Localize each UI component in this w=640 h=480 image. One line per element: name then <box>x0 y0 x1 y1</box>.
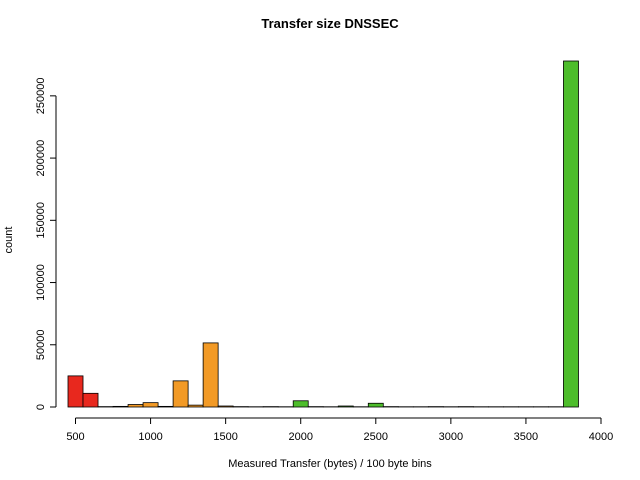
y-tick-label: 200000 <box>35 140 47 177</box>
bar <box>367 402 384 408</box>
bar <box>67 375 84 408</box>
x-axis-label: Measured Transfer (bytes) / 100 byte bin… <box>228 458 432 470</box>
x-tick-label: 500 <box>66 431 84 443</box>
bar <box>142 402 159 408</box>
bar <box>82 392 99 408</box>
bar <box>292 400 309 408</box>
y-tick-label: 50000 <box>35 329 47 360</box>
y-tick-label: 100000 <box>35 264 47 301</box>
bar <box>217 405 234 408</box>
y-axis-label: count <box>3 227 15 254</box>
bar <box>202 342 219 408</box>
bar <box>172 380 189 408</box>
y-tick-label: 0 <box>35 404 47 410</box>
x-tick-label: 2000 <box>288 431 312 443</box>
x-tick-label: 2500 <box>364 431 388 443</box>
bar <box>187 404 204 408</box>
bar <box>127 404 144 408</box>
bar <box>337 405 354 408</box>
x-tick-label: 3000 <box>439 431 463 443</box>
x-tick-label: 1000 <box>138 431 162 443</box>
x-tick-label: 4000 <box>589 431 613 443</box>
bar <box>563 60 579 408</box>
bar <box>157 405 174 408</box>
y-tick-label: 250000 <box>35 77 47 114</box>
x-tick-label: 1500 <box>213 431 237 443</box>
bar <box>112 405 129 408</box>
x-tick-label: 3500 <box>514 431 538 443</box>
chart-title: Transfer size DNSSEC <box>261 16 399 31</box>
y-tick-label: 150000 <box>35 202 47 239</box>
